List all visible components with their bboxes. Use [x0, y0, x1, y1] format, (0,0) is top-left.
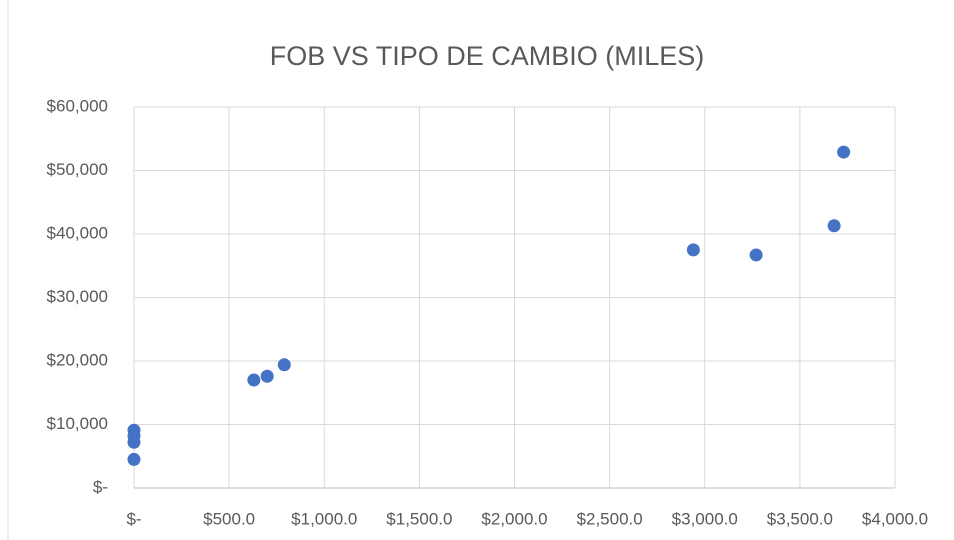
point — [749, 248, 763, 262]
chart-title: FOB VS TIPO DE CAMBIO (MILES) — [270, 41, 705, 71]
point — [277, 358, 291, 372]
x-tick-label: $1,000.0 — [291, 509, 357, 528]
x-tick-label: $3,000.0 — [672, 509, 738, 528]
y-tick-label: $30,000 — [47, 287, 108, 306]
x-tick-label: $2,500.0 — [577, 509, 643, 528]
point — [127, 423, 141, 437]
y-tick-label: $60,000 — [47, 96, 108, 115]
point — [686, 243, 700, 257]
y-tick-label: $50,000 — [47, 160, 108, 179]
point — [260, 369, 274, 383]
y-tick-label: $10,000 — [47, 414, 108, 433]
x-tick-label: $- — [126, 509, 141, 528]
point — [837, 145, 851, 159]
y-tick-label: $- — [93, 477, 108, 496]
y-tick-label: $20,000 — [47, 350, 108, 369]
x-tick-label: $500.0 — [203, 509, 255, 528]
point — [247, 373, 261, 387]
x-tick-label: $1,500.0 — [386, 509, 452, 528]
y-tick-label: $40,000 — [47, 223, 108, 242]
x-tick-label: $3,500.0 — [767, 509, 833, 528]
point — [827, 219, 841, 233]
x-tick-label: $4,000.0 — [862, 509, 928, 528]
point — [127, 452, 141, 466]
x-tick-label: $2,000.0 — [481, 509, 547, 528]
